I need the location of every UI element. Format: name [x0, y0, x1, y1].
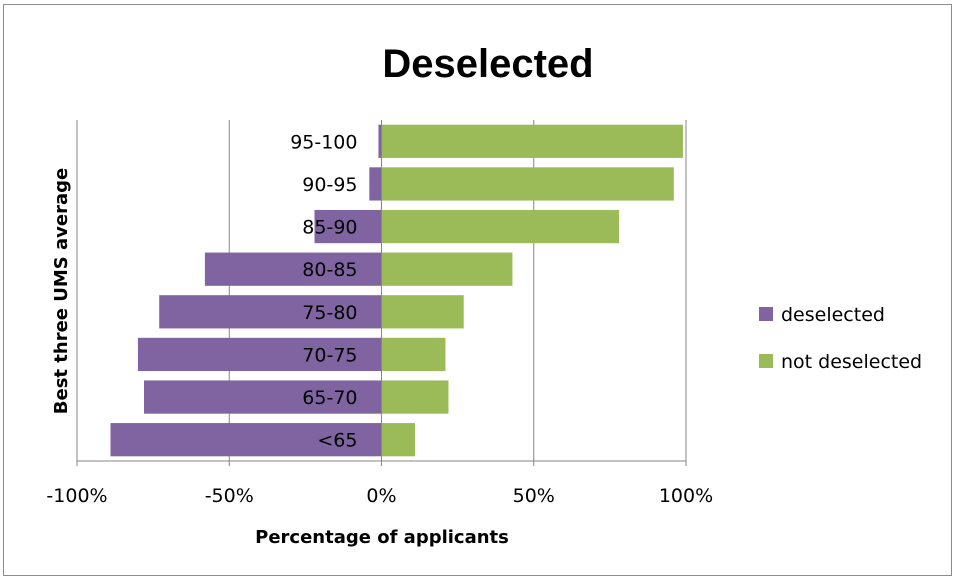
- bar-not-deselected-1: [381, 167, 674, 201]
- bar-deselected-0: [378, 124, 382, 158]
- bar-not-deselected-2: [381, 209, 620, 244]
- axes: [76, 120, 687, 466]
- bar-deselected-4: [159, 295, 382, 329]
- chart-title: Deselected: [382, 42, 593, 86]
- legend: deselected not deselected: [759, 304, 922, 373]
- legend-swatch-deselected: [759, 307, 773, 321]
- legend-label-not-deselected: not deselected: [781, 351, 922, 373]
- chart-frame: [3, 4, 952, 576]
- category-label-5: 70-75: [302, 344, 357, 366]
- category-label-7: <65: [317, 430, 357, 452]
- category-label-3: 80-85: [302, 259, 357, 281]
- legend-swatch-not-deselected: [759, 354, 773, 368]
- x-tick-label-3: 50%: [513, 485, 555, 507]
- bars: [110, 124, 683, 457]
- category-label-6: 65-70: [302, 387, 357, 409]
- category-labels: 95-100 90-95 85-90 80-85 75-80 70-75 65-70 <65: [290, 131, 357, 451]
- bar-deselected-7: [110, 423, 382, 457]
- category-label-1: 90-95: [302, 174, 357, 196]
- bar-not-deselected-7: [381, 423, 415, 457]
- bar-deselected-6: [143, 380, 382, 414]
- x-axis-title: Percentage of applicants: [255, 527, 509, 548]
- x-tick-label-1: -50%: [205, 485, 254, 507]
- category-label-2: 85-90: [302, 217, 357, 239]
- y-axis-title: Best three UMS average: [51, 168, 72, 414]
- bar-deselected-1: [369, 167, 382, 201]
- legend-label-deselected: deselected: [781, 304, 885, 326]
- bar-not-deselected-3: [381, 252, 513, 286]
- category-label-0: 95-100: [290, 131, 357, 153]
- bar-deselected-3: [204, 252, 382, 286]
- bar-not-deselected-6: [381, 380, 449, 414]
- bar-deselected-2: [314, 209, 382, 244]
- bar-not-deselected-4: [381, 295, 464, 329]
- x-tick-labels: -100% -50% 0% 50% 100%: [46, 485, 713, 507]
- x-tick-label-0: -100%: [46, 485, 107, 507]
- category-label-4: 75-80: [302, 302, 357, 324]
- x-tick-label-4: 100%: [659, 485, 713, 507]
- x-tick-label-2: 0%: [366, 485, 396, 507]
- bar-not-deselected-5: [381, 337, 446, 372]
- bar-not-deselected-0: [381, 124, 683, 158]
- bar-deselected-5: [137, 337, 382, 372]
